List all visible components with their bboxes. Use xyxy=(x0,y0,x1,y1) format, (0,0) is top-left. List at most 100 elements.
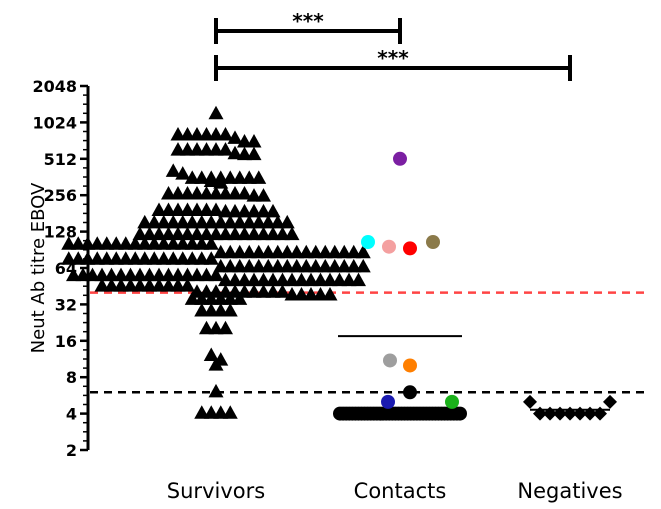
survivor-point xyxy=(265,226,281,241)
survivor-point xyxy=(213,405,229,419)
survivor-point xyxy=(246,146,262,161)
survivor-point xyxy=(146,251,162,265)
survivor-point xyxy=(241,214,257,229)
survivor-point xyxy=(175,236,191,250)
survivor-point xyxy=(265,272,281,287)
survivor-point xyxy=(213,303,229,317)
survivor-point xyxy=(208,105,224,120)
survivor-point xyxy=(237,146,252,161)
survivor-point xyxy=(170,278,186,292)
survivor-point xyxy=(218,186,233,200)
survivor-point xyxy=(194,236,210,250)
survivor-point xyxy=(118,251,134,265)
survivor-point xyxy=(213,291,229,305)
survivor-point xyxy=(113,267,129,282)
survivor-point xyxy=(156,251,172,265)
survivor-point xyxy=(251,244,267,259)
survivor-point xyxy=(260,258,276,273)
survivor-point xyxy=(222,291,238,305)
survivor-point xyxy=(66,267,81,282)
survivor-point xyxy=(222,258,238,273)
survivor-point xyxy=(184,170,200,184)
survivor-point xyxy=(308,244,324,259)
survivor-point xyxy=(270,214,286,229)
survivor-point xyxy=(265,203,281,218)
survivor-point xyxy=(180,186,195,200)
survivor-point xyxy=(327,244,343,259)
survivor-point xyxy=(99,236,115,250)
survivor-point xyxy=(137,251,153,265)
survivor-point xyxy=(317,258,333,273)
survivor-point xyxy=(142,278,157,292)
survivor-point xyxy=(70,236,86,250)
contact-point xyxy=(403,385,417,400)
survivor-point xyxy=(118,236,134,250)
survivor-point xyxy=(132,226,148,241)
survivor-point xyxy=(170,186,186,200)
survivor-point xyxy=(275,226,290,241)
survivor-point xyxy=(341,272,357,287)
survivor-point xyxy=(199,320,214,335)
survivor-point xyxy=(256,188,271,202)
survivor-point xyxy=(127,236,143,250)
survivor-point xyxy=(251,214,267,229)
y-tick-label: 2 xyxy=(66,441,77,460)
survivor-point xyxy=(289,244,305,259)
survivor-point xyxy=(232,244,248,259)
survivor-point xyxy=(203,214,219,229)
survivor-point xyxy=(61,251,77,265)
negative-point xyxy=(593,406,607,421)
survivor-point xyxy=(289,258,305,273)
survivor-point xyxy=(260,244,276,259)
survivor-point xyxy=(108,251,124,265)
survivor-point xyxy=(327,258,343,273)
survivor-point xyxy=(232,291,248,305)
survivor-point xyxy=(251,258,267,273)
survivor-point xyxy=(89,236,105,250)
survivor-point xyxy=(222,170,238,184)
survivor-point xyxy=(303,287,319,301)
survivor-point xyxy=(184,251,200,265)
survivor-point xyxy=(294,272,309,287)
survivor-point xyxy=(294,287,309,301)
survivor-point xyxy=(222,405,238,419)
negative-point xyxy=(603,394,617,409)
survivor-point xyxy=(194,214,210,229)
survivor-point xyxy=(89,251,105,265)
survivor-point xyxy=(61,236,77,250)
survivor-point xyxy=(203,236,219,250)
survivor-point xyxy=(355,258,371,273)
survivor-point xyxy=(322,287,338,301)
survivor-point xyxy=(194,291,210,305)
y-tick-label: 16 xyxy=(55,332,77,351)
survivor-point xyxy=(213,244,229,259)
survivor-point xyxy=(256,284,271,298)
survivor-point xyxy=(298,244,314,259)
survivor-point xyxy=(194,170,210,184)
y-tick-label: 1024 xyxy=(32,113,77,132)
survivor-point xyxy=(161,267,176,282)
contact-point xyxy=(453,406,467,421)
survivor-point xyxy=(203,405,219,419)
survivor-point xyxy=(213,258,229,273)
survivor-point xyxy=(308,258,324,273)
survivor-point xyxy=(232,170,248,184)
survivor-point xyxy=(180,142,195,156)
survivor-point xyxy=(184,236,200,250)
survivor-point xyxy=(170,267,186,282)
survivor-point xyxy=(218,226,233,241)
category-labels: Survivors Contacts Negatives xyxy=(167,479,623,503)
survivor-point xyxy=(270,258,286,273)
survivor-point xyxy=(151,267,167,282)
significance-brackets: *** *** xyxy=(214,9,572,81)
survivor-point xyxy=(132,278,148,292)
survivor-point xyxy=(104,267,119,282)
survivor-point xyxy=(94,278,110,292)
survivor-point xyxy=(165,236,181,250)
survivor-point xyxy=(208,267,224,282)
survivor-point xyxy=(222,214,238,229)
survivor-point xyxy=(199,186,214,200)
survivor-point xyxy=(194,251,210,265)
category-label: Contacts xyxy=(354,479,447,503)
